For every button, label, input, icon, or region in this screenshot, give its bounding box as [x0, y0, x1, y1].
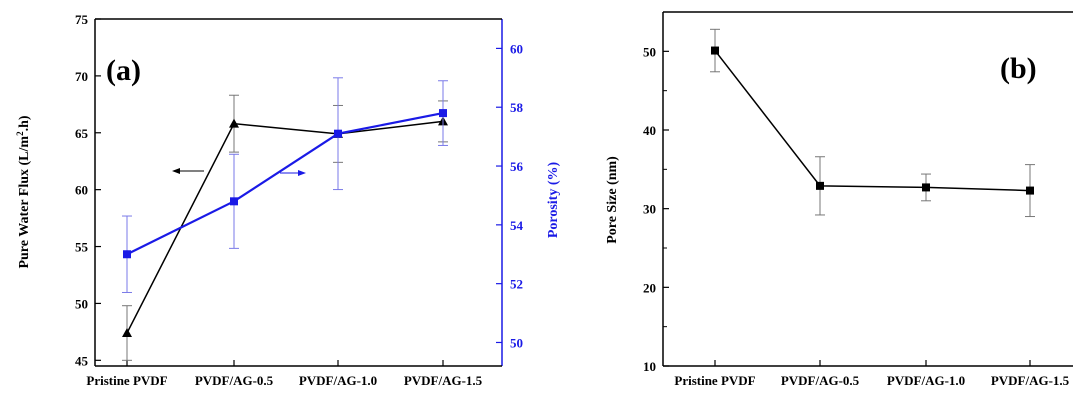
chart-a-left-arrow — [172, 168, 204, 174]
chart-b-panel-label: (b) — [1000, 52, 1037, 85]
chart-a-series-1-point — [439, 109, 447, 118]
chart-b-xtick-label: PVDF/AG-1.0 — [887, 373, 965, 388]
chart-b-xtick-label: PVDF/AG-1.5 — [991, 373, 1070, 388]
chart-a-y2tick-label: 56 — [510, 159, 524, 174]
chart-a-y2tick-label: 54 — [510, 218, 524, 233]
chart-b-ylabel: Pore Size (nm) — [605, 156, 620, 244]
chart-a-ytick-label: 70 — [75, 69, 88, 84]
chart-b-ytick-label: 30 — [643, 202, 656, 217]
chart-b-ytick-label: 20 — [643, 280, 656, 295]
chart-a-series-1-point — [123, 250, 131, 259]
chart-a-xtick-label: PVDF/AG-1.0 — [299, 373, 377, 388]
chart-a-series-1-point — [334, 129, 342, 138]
chart-a-ticks: 45 50 55 60 65 70 75 50 52 54 56 58 60 Pristine PVDF P… — [75, 12, 524, 388]
chart-b-series-0-line — [714, 50, 1031, 192]
chart-a-y2label: Porosity (%) — [546, 161, 561, 238]
chart-a-series-0-point — [122, 328, 132, 338]
chart-a-y2tick-label: 52 — [510, 277, 523, 292]
chart-a-series-0-point — [229, 118, 239, 128]
chart-a-xtick-label: PVDF/AG-1.5 — [404, 373, 483, 388]
chart-a-ytick-label: 50 — [75, 296, 88, 311]
chart-b-series-0-point — [711, 46, 719, 55]
chart-b-ticks: 10 20 30 40 50 Pristine PVDF PVDF/AG-0.5 PVDF/A… — [643, 44, 1070, 388]
chart-a-ytick-label: 75 — [75, 12, 89, 27]
chart-a: (a) Pure Water Flux (L/m2.h) Porosity (%… — [15, 12, 561, 388]
chart-a-xtick-label: Pristine PVDF — [86, 373, 167, 388]
chart-b: (b) Pore Size (nm) 10 20 30 40 50 Pristine PV… — [605, 11, 1073, 388]
chart-a-right-arrow-head — [298, 170, 306, 176]
chart-a-ytick-label: 55 — [75, 240, 89, 255]
chart-a-right-arrow — [280, 170, 306, 176]
chart-a-xtick-label: PVDF/AG-0.5 — [195, 373, 274, 388]
chart-b-ytick-label: 50 — [643, 44, 656, 59]
chart-a-ytick-label: 65 — [75, 126, 89, 141]
chart-a-series-1-line — [126, 112, 444, 256]
chart-b-series-0-point — [816, 181, 824, 190]
chart-b-series-0-point — [1026, 186, 1034, 195]
chart-b-xtick-label: Pristine PVDF — [674, 373, 755, 388]
chart-a-y2tick-label: 60 — [510, 41, 523, 56]
chart-a-left-arrow-head — [172, 168, 180, 174]
chart-a-series-0-line — [126, 120, 444, 334]
chart-a-ytick-label: 45 — [75, 353, 89, 368]
chart-b-ytick-label: 40 — [643, 123, 656, 138]
chart-b-series-0-point — [922, 183, 930, 192]
chart-a-ylabel: Pure Water Flux (L/m2.h) — [15, 115, 32, 268]
chart-a-series-1-point — [230, 197, 238, 206]
chart-a-marks — [122, 77, 448, 361]
chart-b-marks — [710, 28, 1035, 218]
chart-a-ytick-label: 60 — [75, 183, 88, 198]
chart-b-ytick-label: 10 — [643, 359, 656, 374]
chart-a-y2tick-label: 50 — [510, 335, 523, 350]
chart-b-xtick-label: PVDF/AG-0.5 — [781, 373, 860, 388]
chart-a-panel-label: (a) — [106, 54, 141, 87]
chart-a-y2tick-label: 58 — [510, 100, 524, 115]
